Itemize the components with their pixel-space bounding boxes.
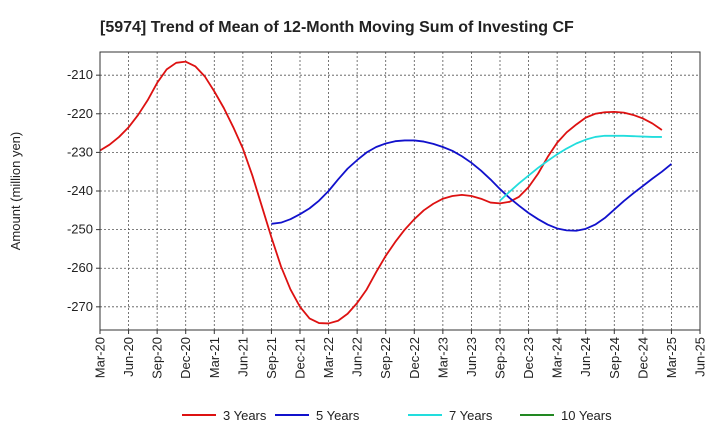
x-tick-label: Sep-20: [150, 337, 165, 379]
y-tick-label: -250: [67, 222, 93, 237]
legend-label-10-years: 10 Years: [561, 408, 612, 423]
x-axis-ticks: Mar-20 Jun-20 Sep-20 Dec-20 Mar-21 Jun-21 Sep-…: [93, 330, 708, 379]
x-tick-label: Sep-21: [264, 337, 279, 379]
gridlines: [99, 52, 701, 330]
legend: 3 Years 5 Years 7 Years 10 Years: [182, 408, 612, 423]
x-tick-label: Jun-20: [121, 337, 136, 377]
series-line-7-years: [499, 134, 662, 202]
legend-label-7-years: 7 Years: [449, 408, 493, 423]
x-tick-label: Jun-25: [693, 337, 708, 377]
x-tick-label: Dec-20: [178, 337, 193, 379]
x-tick-label: Mar-24: [550, 337, 565, 378]
y-tick-label: -260: [67, 260, 93, 275]
x-tick-label: Dec-23: [521, 337, 536, 379]
x-tick-label: Mar-23: [435, 337, 450, 378]
legend-label-3-years: 3 Years: [223, 408, 267, 423]
series-line-3-years: [99, 60, 663, 325]
chart-title: [5974] Trend of Mean of 12-Month Moving …: [100, 19, 574, 36]
x-tick-label: Jun-21: [235, 337, 250, 377]
x-tick-label: Jun-22: [350, 337, 365, 377]
x-tick-label: Mar-25: [664, 337, 679, 378]
x-tick-label: Dec-24: [635, 337, 650, 379]
series-line-5-years: [271, 139, 672, 232]
x-tick-label: Mar-20: [93, 337, 108, 378]
x-tick-label: Sep-22: [378, 337, 393, 379]
y-tick-label: -270: [67, 299, 93, 314]
y-tick-label: -210: [67, 67, 93, 82]
y-tick-label: -220: [67, 106, 93, 121]
x-tick-label: Sep-24: [607, 337, 622, 379]
x-tick-label: Mar-22: [321, 337, 336, 378]
y-axis-ticks: -210 -220 -230 -240 -250 -260 -270: [67, 67, 100, 314]
x-tick-label: Mar-21: [207, 337, 222, 378]
series-lines: [99, 60, 672, 325]
x-tick-label: Dec-21: [293, 337, 308, 379]
x-tick-label: Sep-23: [493, 337, 508, 379]
x-tick-label: Jun-24: [578, 337, 593, 377]
y-axis-label: Amount (million yen): [8, 132, 23, 251]
y-tick-label: -240: [67, 183, 93, 198]
x-tick-label: Jun-23: [464, 337, 479, 377]
x-tick-label: Dec-22: [407, 337, 422, 379]
y-tick-label: -230: [67, 144, 93, 159]
legend-label-5-years: 5 Years: [316, 408, 360, 423]
